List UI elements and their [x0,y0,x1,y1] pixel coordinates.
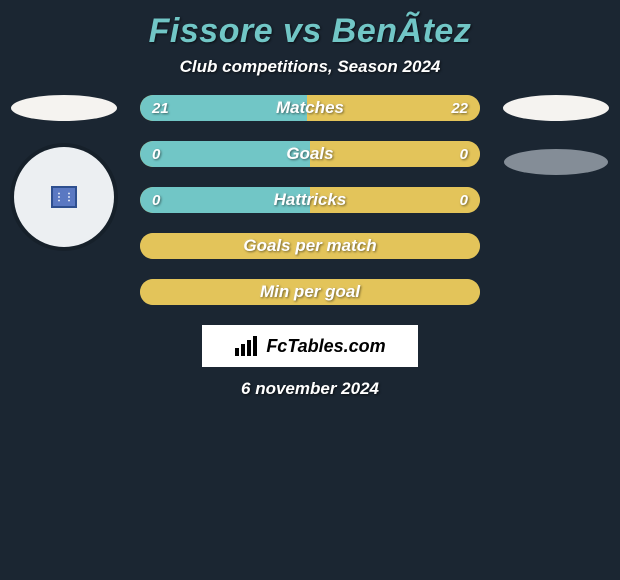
footer-date: 6 november 2024 [0,379,620,399]
bars-chart-icon [234,336,260,356]
stat-bar-right-value: 0 [460,187,468,213]
avatar-badge-text: ⋮⋮ [54,192,74,203]
player1-avatar: ⋮⋮ [14,147,114,247]
stat-bar-label: Min per goal [140,279,480,305]
stat-bar: Goals per match [140,233,480,259]
stat-bar: Goals0 0 [140,141,480,167]
stat-bar-left-value: 21 [152,95,169,121]
watermark-badge: FcTables.com [202,325,418,367]
stat-bar-right-value: 22 [451,95,468,121]
stat-bar-left-value: 0 [152,187,160,213]
stat-bar-label: Goals per match [140,233,480,259]
stat-bar: Min per goal [140,279,480,305]
content-row: ⋮⋮ Matches2122Goals00Hattricks00Goals pe… [0,95,620,305]
player2-shadow-ellipse [504,149,608,175]
stat-bar-label: Hattricks [140,187,480,213]
right-player-column [496,95,616,175]
placeholder-image-icon: ⋮⋮ [51,186,77,208]
stat-bar-left-value: 0 [152,141,160,167]
comparison-card: Fissore vs BenÃ­tez Club competitions, S… [0,0,620,399]
watermark-text: FcTables.com [266,336,385,357]
stat-bar: Matches21 22 [140,95,480,121]
stat-bar: Hattricks0 0 [140,187,480,213]
player2-name-ellipse [503,95,609,121]
stat-bar-label: Goals [140,141,480,167]
stat-bar-right-value: 0 [460,141,468,167]
player1-name-ellipse [11,95,117,121]
stat-bars-container: Matches2122Goals00Hattricks00Goals per m… [140,95,480,305]
left-player-column: ⋮⋮ [4,95,124,247]
page-title: Fissore vs BenÃ­tez [0,12,620,51]
page-subtitle: Club competitions, Season 2024 [0,57,620,77]
stat-bar-label: Matches [140,95,480,121]
